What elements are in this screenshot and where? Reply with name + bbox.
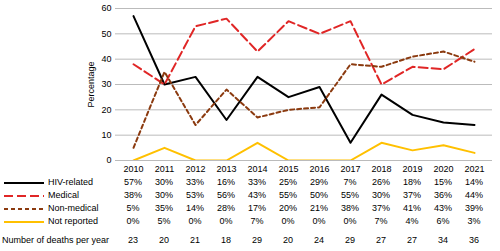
html-text:27: 27 bbox=[376, 235, 386, 245]
html-text:0%: 0% bbox=[188, 216, 202, 226]
html-text:0%: 0% bbox=[281, 216, 295, 226]
html-text:43%: 43% bbox=[434, 203, 452, 213]
html-text:5%: 5% bbox=[157, 216, 171, 226]
html-text:44%: 44% bbox=[465, 190, 483, 200]
html-text:21: 21 bbox=[190, 235, 200, 245]
svg-text:2013: 2013 bbox=[216, 164, 236, 174]
html-text:29%: 29% bbox=[310, 177, 328, 187]
svg-text:2012: 2012 bbox=[185, 164, 205, 174]
svg-text:60: 60 bbox=[101, 3, 111, 13]
html-text:Non-medical: Non-medical bbox=[48, 203, 99, 213]
svg-text:2017: 2017 bbox=[340, 164, 360, 174]
svg-text:0: 0 bbox=[106, 155, 111, 165]
html-text:4%: 4% bbox=[405, 216, 419, 226]
html-text:0%: 0% bbox=[343, 216, 357, 226]
html-text:5%: 5% bbox=[126, 203, 140, 213]
html-text:33%: 33% bbox=[186, 177, 204, 187]
html-text:18: 18 bbox=[221, 235, 231, 245]
html-text:29: 29 bbox=[252, 235, 262, 245]
html-text:16%: 16% bbox=[217, 177, 235, 187]
html-text:17%: 17% bbox=[248, 203, 266, 213]
html-text:14%: 14% bbox=[186, 203, 204, 213]
html-text:35%: 35% bbox=[155, 203, 173, 213]
html-text:21%: 21% bbox=[310, 203, 328, 213]
html-text:55%: 55% bbox=[279, 190, 297, 200]
svg-text:40: 40 bbox=[101, 54, 111, 64]
html-text:7%: 7% bbox=[343, 177, 357, 187]
svg-text:2018: 2018 bbox=[371, 164, 391, 174]
html-text:43%: 43% bbox=[248, 190, 266, 200]
html-text:57%: 57% bbox=[124, 177, 142, 187]
html-text:55%: 55% bbox=[341, 190, 359, 200]
html-text:56%: 56% bbox=[217, 190, 235, 200]
html-text:15%: 15% bbox=[434, 177, 452, 187]
html-text:26%: 26% bbox=[372, 177, 390, 187]
html-text:Number of deaths per year: Number of deaths per year bbox=[2, 235, 110, 245]
html-text:Medical: Medical bbox=[48, 190, 79, 200]
html-text:36: 36 bbox=[469, 235, 479, 245]
html-text:0%: 0% bbox=[219, 216, 233, 226]
svg-text:2019: 2019 bbox=[402, 164, 422, 174]
html-text:18%: 18% bbox=[403, 177, 421, 187]
svg-text:20: 20 bbox=[101, 105, 111, 115]
svg-text:2021: 2021 bbox=[464, 164, 484, 174]
html-text:36%: 36% bbox=[434, 190, 452, 200]
html-text:HIV-related: HIV-related bbox=[48, 177, 93, 187]
svg-text:Percentage: Percentage bbox=[86, 61, 96, 107]
html-text:50%: 50% bbox=[310, 190, 328, 200]
svg-text:2016: 2016 bbox=[309, 164, 329, 174]
html-text:3%: 3% bbox=[467, 216, 481, 226]
html-text:7%: 7% bbox=[250, 216, 264, 226]
html-text:0%: 0% bbox=[126, 216, 140, 226]
svg-text:30: 30 bbox=[101, 79, 111, 89]
html-text:0%: 0% bbox=[312, 216, 326, 226]
html-text:24: 24 bbox=[314, 235, 324, 245]
html-text:6%: 6% bbox=[436, 216, 450, 226]
html-text:37%: 37% bbox=[403, 190, 421, 200]
html-text:30%: 30% bbox=[372, 190, 390, 200]
html-text:34: 34 bbox=[438, 235, 448, 245]
html-text:30%: 30% bbox=[155, 177, 173, 187]
svg-text:50: 50 bbox=[101, 29, 111, 39]
html-text:30%: 30% bbox=[155, 190, 173, 200]
html-text:37%: 37% bbox=[372, 203, 390, 213]
html-text:Not reported: Not reported bbox=[48, 216, 98, 226]
html-text:7%: 7% bbox=[374, 216, 388, 226]
html-text:14%: 14% bbox=[465, 177, 483, 187]
svg-text:2011: 2011 bbox=[155, 164, 174, 174]
html-text:38%: 38% bbox=[124, 190, 142, 200]
html-text:25%: 25% bbox=[279, 177, 297, 187]
svg-text:2014: 2014 bbox=[247, 164, 267, 174]
html-text:20: 20 bbox=[159, 235, 169, 245]
html-text:53%: 53% bbox=[186, 190, 204, 200]
html-text:39%: 39% bbox=[465, 203, 483, 213]
html-text:29: 29 bbox=[345, 235, 355, 245]
html-text:38%: 38% bbox=[341, 203, 359, 213]
html-text:33%: 33% bbox=[248, 177, 266, 187]
html-text:27: 27 bbox=[407, 235, 417, 245]
svg-text:2015: 2015 bbox=[278, 164, 298, 174]
svg-text:2020: 2020 bbox=[433, 164, 453, 174]
html-text:28%: 28% bbox=[217, 203, 235, 213]
svg-text:10: 10 bbox=[101, 130, 111, 140]
html-text:23: 23 bbox=[128, 235, 138, 245]
html-text:41%: 41% bbox=[403, 203, 421, 213]
svg-text:2010: 2010 bbox=[123, 164, 143, 174]
html-text:20: 20 bbox=[283, 235, 293, 245]
html-text:20%: 20% bbox=[279, 203, 297, 213]
